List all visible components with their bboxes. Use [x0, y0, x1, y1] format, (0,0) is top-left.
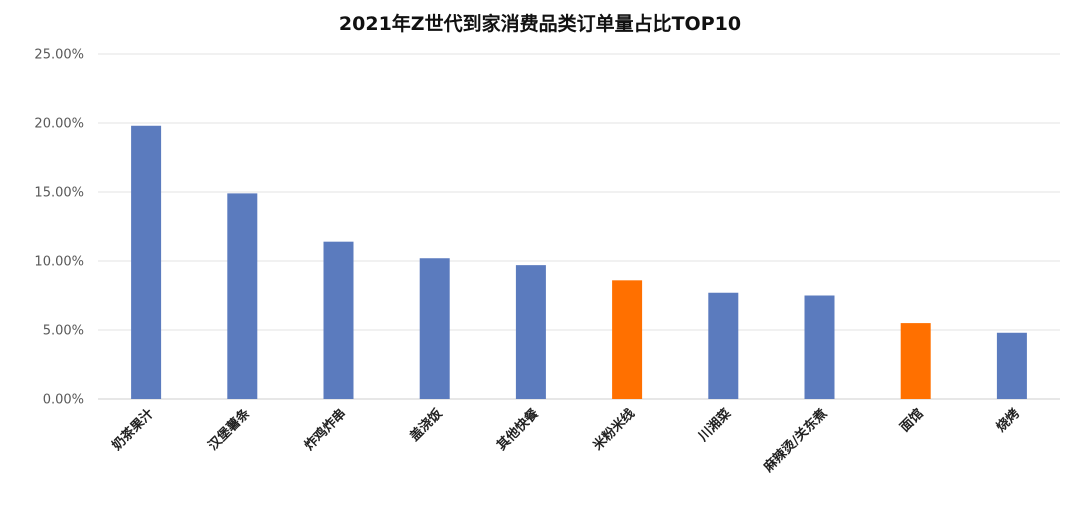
y-tick-label: 5.00%	[43, 324, 84, 339]
bar	[996, 332, 1027, 399]
bar	[515, 265, 546, 399]
bar	[323, 241, 354, 399]
x-tick-label: 炸鸡炸串	[301, 406, 349, 454]
x-tick-label: 米粉米线	[590, 406, 638, 454]
x-tick-label: 其他快餐	[494, 405, 543, 454]
x-tick-label: 盖浇饭	[407, 406, 446, 445]
x-tick-label: 面馆	[897, 406, 927, 436]
x-tick-label: 烧烤	[993, 406, 1023, 436]
bar	[804, 295, 835, 399]
x-tick-label: 川湘菜	[695, 406, 735, 446]
bar	[419, 258, 450, 399]
y-tick-label: 0.00%	[43, 393, 84, 408]
bar	[612, 280, 643, 399]
x-tick-label: 麻辣烫/关东煮	[760, 406, 831, 477]
bar	[131, 125, 162, 399]
y-tick-label: 20.00%	[34, 117, 84, 132]
x-tick-label: 奶茶果汁	[108, 406, 157, 455]
bar	[708, 292, 739, 399]
y-tick-label: 25.00%	[34, 48, 84, 63]
bar	[900, 323, 931, 399]
y-tick-label: 10.00%	[34, 255, 84, 270]
y-tick-label: 15.00%	[34, 186, 84, 201]
chart-title: 2021年Z世代到家消费品类订单量占比TOP10	[338, 13, 742, 35]
bar	[227, 193, 258, 399]
x-tick-label: 汉堡薯条	[205, 405, 254, 454]
